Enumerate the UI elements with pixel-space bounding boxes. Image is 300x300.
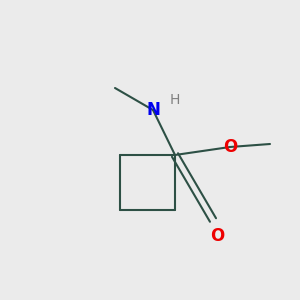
Text: H: H bbox=[170, 93, 180, 107]
Text: O: O bbox=[223, 138, 237, 156]
Text: O: O bbox=[210, 227, 224, 245]
Text: N: N bbox=[146, 101, 160, 119]
